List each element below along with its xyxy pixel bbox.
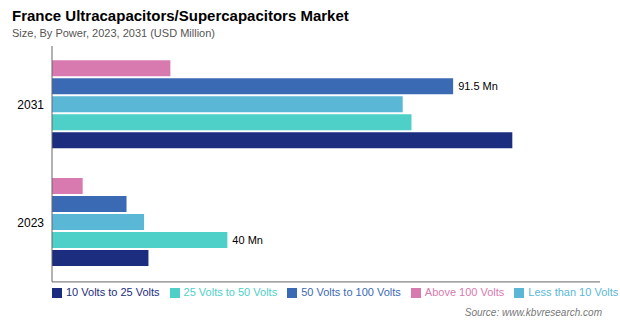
- html-text:50 Volts to 100 Volts: 50 Volts to 100 Volts: [301, 285, 401, 298]
- html-text:Less than 10 Volts: Less than 10 Volts: [528, 285, 619, 298]
- svg-text:2031: 2031: [17, 98, 44, 112]
- html-text:Source: www.kbvresearch.com: Source: www.kbvresearch.com: [464, 307, 602, 318]
- html-text:Above 100 Volts: Above 100 Volts: [424, 285, 505, 298]
- html-text:Size, By Power, 2023, 2031 (US: Size, By Power, 2023, 2031 (USD Million): [12, 27, 215, 39]
- svg-text:91.5 Mn: 91.5 Mn: [458, 80, 498, 92]
- html-text:France Ultracapacitors/Superca: France Ultracapacitors/Supercapacitors M…: [12, 7, 349, 24]
- svg-text:2023: 2023: [17, 216, 44, 230]
- svg-text:40 Mn: 40 Mn: [232, 234, 263, 246]
- html-text:10 Volts to 25 Volts: 10 Volts to 25 Volts: [66, 285, 160, 298]
- html-text:25 Volts to 50 Volts: 25 Volts to 50 Volts: [183, 285, 278, 298]
